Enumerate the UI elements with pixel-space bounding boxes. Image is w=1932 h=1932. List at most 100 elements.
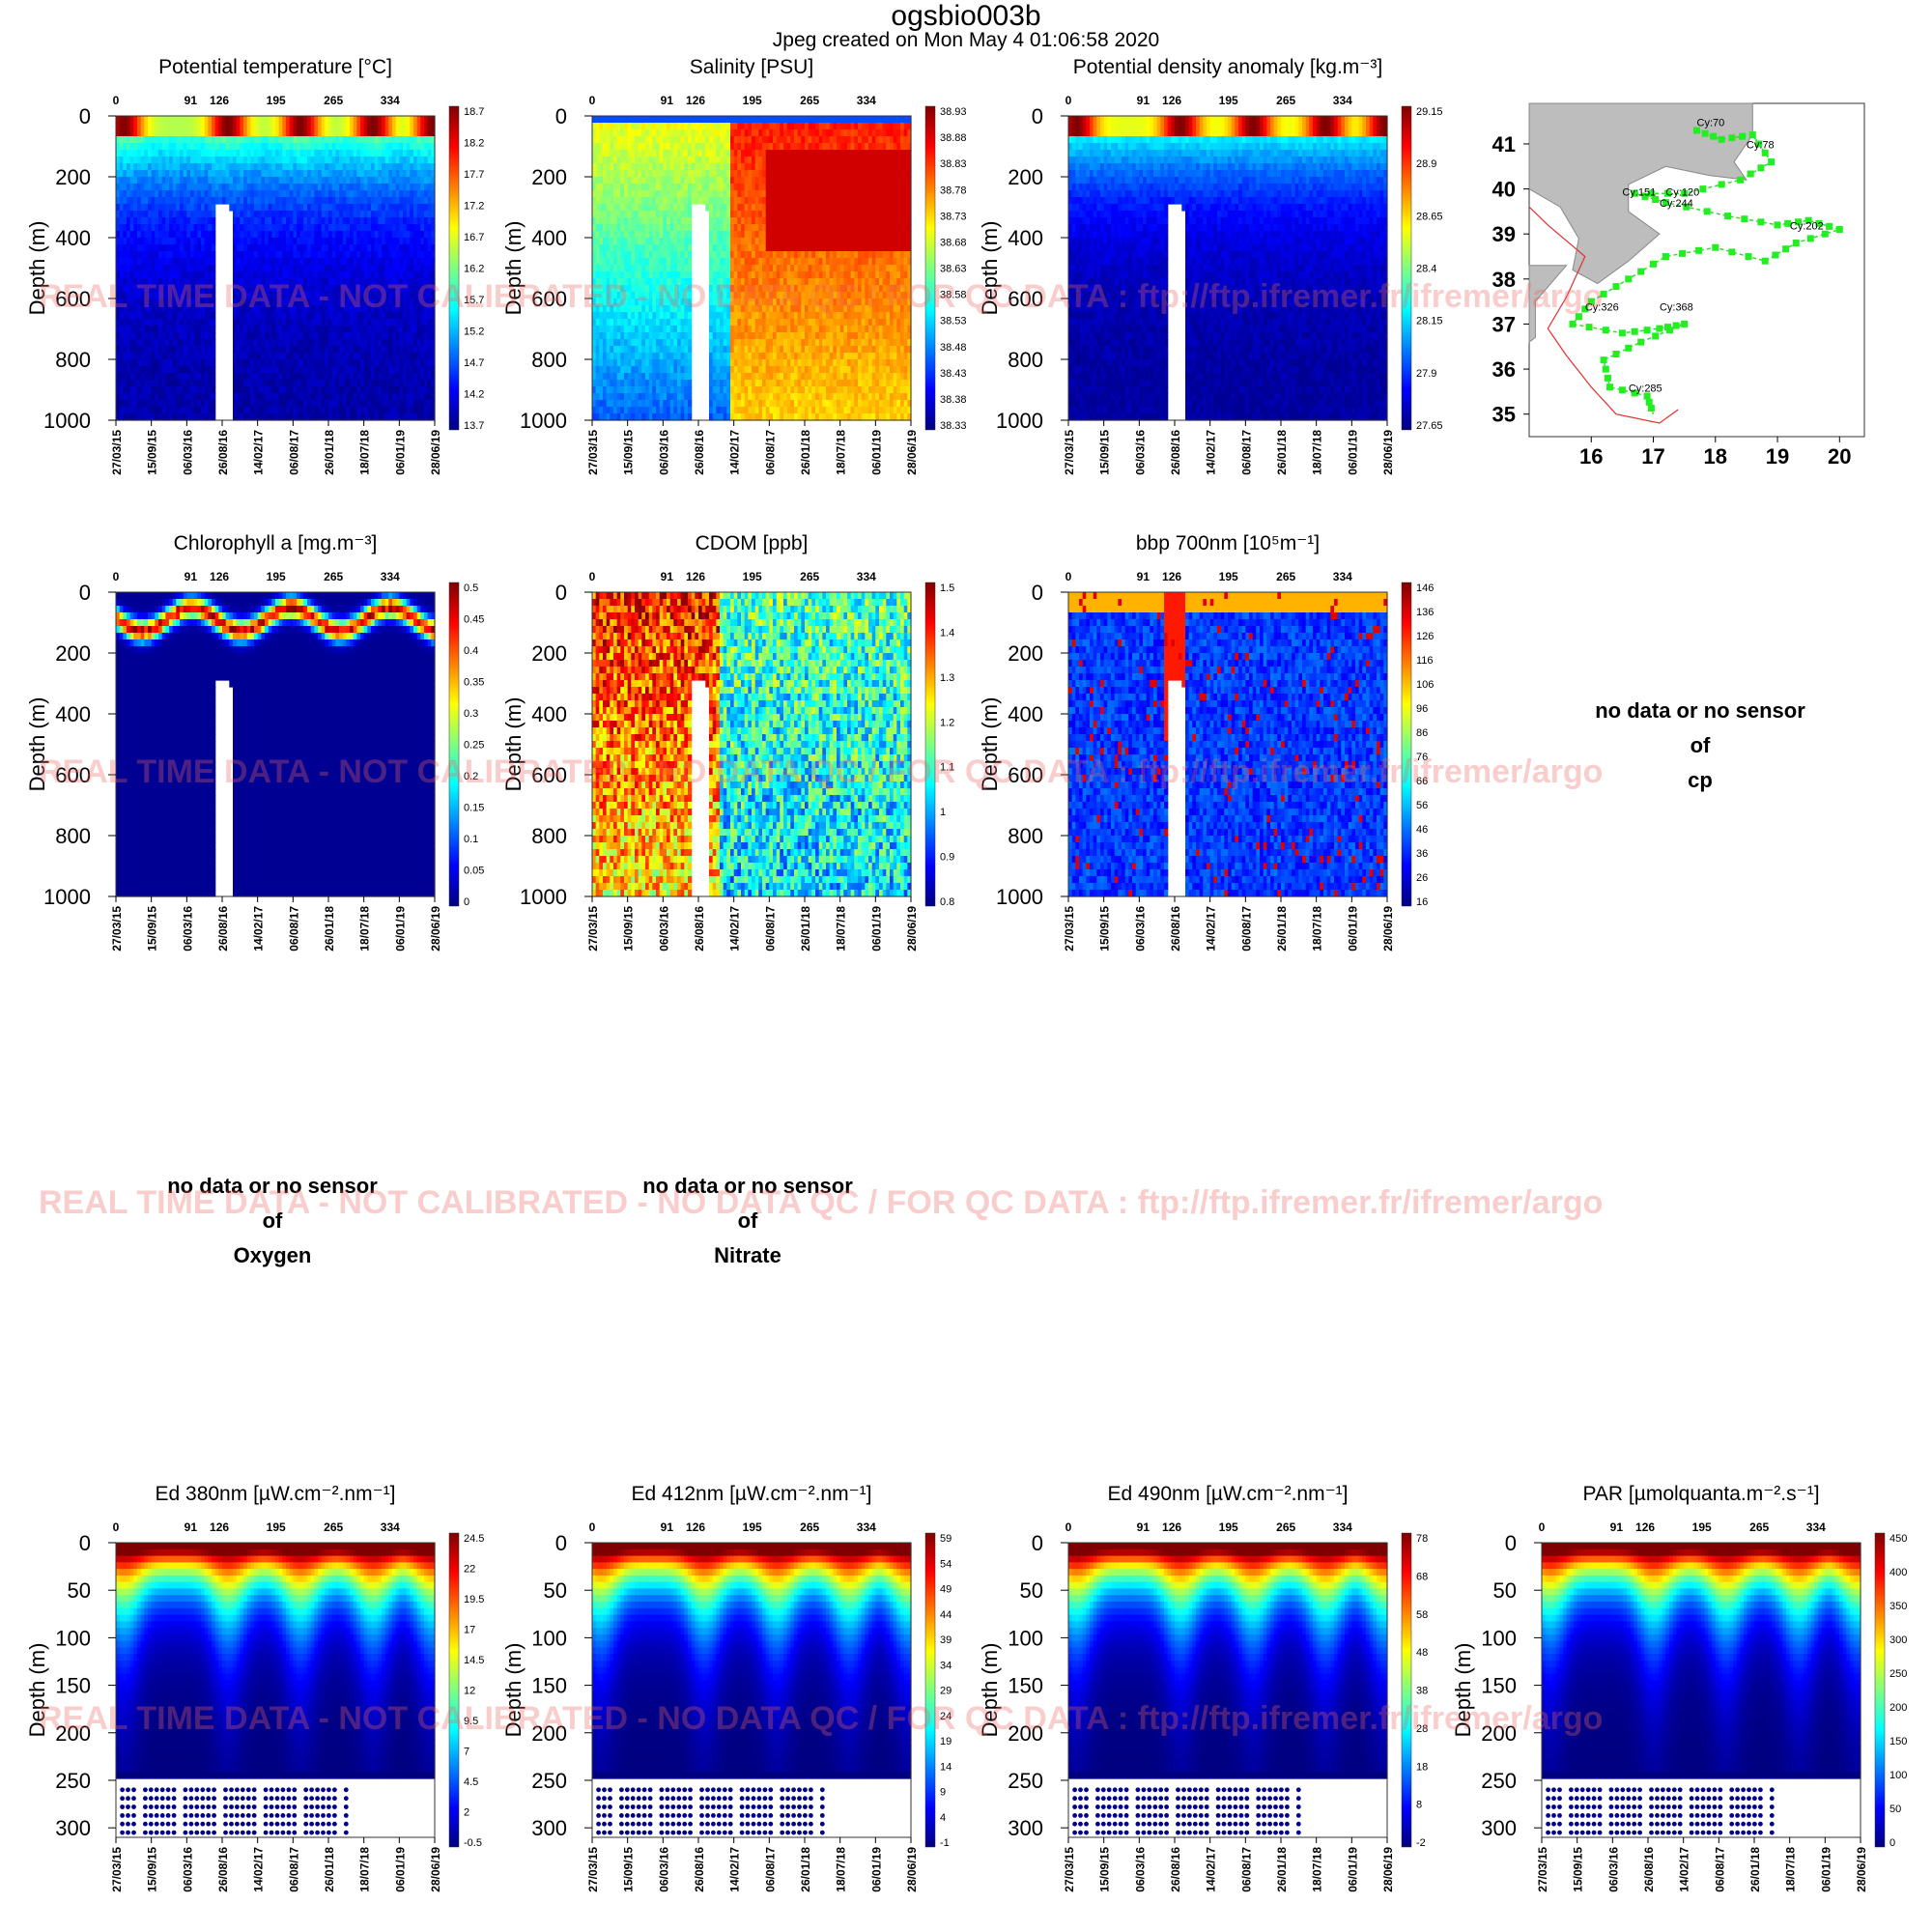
heat-cell: [180, 298, 184, 306]
heat-cell: [116, 366, 120, 374]
heat-cell: [144, 197, 148, 205]
heat-cell: [123, 231, 127, 239]
heat-cell: [137, 136, 141, 144]
heat-cell: [123, 258, 127, 266]
heat-cell: [148, 163, 152, 171]
heat-cell: [180, 258, 184, 266]
heat-cell: [180, 386, 184, 394]
heat-cell: [165, 190, 169, 198]
heat-cell: [148, 197, 152, 205]
heat-cell: [148, 184, 152, 191]
heat-cell: [165, 184, 169, 191]
heat-cell: [123, 244, 127, 252]
heat-cell: [158, 271, 162, 279]
heat-cell: [127, 143, 130, 151]
heat-cell: [116, 359, 120, 367]
heat-cell: [116, 116, 120, 124]
heat-cell: [169, 184, 173, 191]
heat-cell: [116, 285, 120, 293]
heat-cell: [127, 326, 130, 333]
heat-cell: [158, 177, 162, 185]
heat-cell: [158, 251, 162, 259]
heat-cell: [158, 184, 162, 191]
heat-cell: [133, 211, 137, 218]
heat-cell: [144, 346, 148, 354]
heat-cell: [169, 305, 173, 313]
heat-cell: [144, 204, 148, 212]
cycle-tick-label: 126: [210, 94, 229, 107]
heat-cell: [133, 319, 137, 327]
heat-cell: [116, 163, 120, 171]
heat-cell: [133, 204, 137, 212]
heat-cell: [158, 346, 162, 354]
heat-cell: [123, 143, 127, 151]
heat-cell: [127, 129, 130, 137]
heat-cell: [127, 170, 130, 178]
heat-cell: [123, 366, 127, 374]
heat-cell: [144, 278, 148, 286]
heat-cell: [169, 177, 173, 185]
heat-cell: [127, 197, 130, 205]
heat-cell: [176, 265, 180, 272]
figure-stage: ogsbio003b Jpeg created on Mon May 4 01:…: [0, 0, 1932, 1932]
heat-cell: [123, 359, 127, 367]
heat-cell: [165, 298, 169, 306]
heat-cell: [148, 143, 152, 151]
heat-cell: [155, 400, 158, 408]
heat-cell: [148, 251, 152, 259]
heat-cell: [127, 231, 130, 239]
heat-cell: [165, 373, 169, 381]
heat-cell: [180, 312, 184, 320]
panel: Potential temperature [°C]0 91 126 195 265 33…: [25, 56, 484, 475]
heat-cell: [133, 346, 137, 354]
heat-cell: [133, 353, 137, 360]
heat-cell: [133, 150, 137, 157]
heat-cell: [116, 143, 120, 151]
heat-cell: [137, 211, 141, 218]
heat-cell: [155, 204, 158, 212]
heat-cell: [155, 393, 158, 401]
heat-cell: [148, 244, 152, 252]
heat-cell: [137, 197, 141, 205]
heat-cell: [137, 244, 141, 252]
heat-cell: [176, 366, 180, 374]
heat-cell: [165, 359, 169, 367]
heat-cell: [165, 143, 169, 151]
heat-cell: [123, 305, 127, 313]
heat-cell: [165, 197, 169, 205]
heat-cell: [116, 265, 120, 272]
heat-cell: [144, 305, 148, 313]
heat-cell: [180, 407, 184, 414]
heat-cell: [155, 143, 158, 151]
heat-cell: [133, 326, 137, 333]
heat-cell: [127, 204, 130, 212]
heat-cell: [155, 339, 158, 347]
heat-cell: [155, 298, 158, 306]
heat-cell: [169, 353, 173, 360]
heat-cell: [165, 123, 169, 130]
heat-cell: [116, 217, 120, 225]
heat-cell: [148, 400, 152, 408]
heat-cell: [180, 380, 184, 387]
heat-cell: [158, 116, 162, 124]
heat-cell: [176, 285, 180, 293]
heat-cell: [155, 224, 158, 232]
heat-cell: [176, 190, 180, 198]
heat-cell: [144, 285, 148, 293]
heat-cell: [127, 211, 130, 218]
heat-cell: [123, 373, 127, 381]
heat-cell: [133, 393, 137, 401]
heat-cell: [169, 339, 173, 347]
heat-cell: [137, 123, 141, 130]
heat-cell: [148, 366, 152, 374]
heat-cell: [158, 353, 162, 360]
heat-cell: [116, 136, 120, 144]
heat-cell: [123, 346, 127, 354]
heat-cell: [165, 393, 169, 401]
heat-cell: [180, 170, 184, 178]
heat-cell: [144, 251, 148, 259]
heat-cell: [180, 163, 184, 171]
heat-cell: [148, 319, 152, 327]
heat-cell: [137, 366, 141, 374]
heat-cell: [180, 177, 184, 185]
